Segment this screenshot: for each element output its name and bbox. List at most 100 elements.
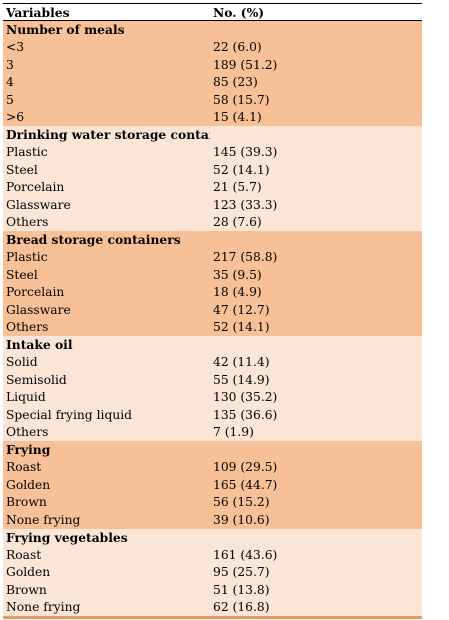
table-row: None frying 39 (10.6) [3, 511, 422, 529]
row-label: Steel [6, 267, 38, 282]
row-value: 165 (44.7) [213, 477, 278, 492]
row-label: 4 [6, 75, 14, 90]
row-value: 135 (36.6) [213, 407, 278, 422]
row-label: Brown [6, 495, 47, 510]
row-label: <3 [6, 40, 25, 55]
table-row: Others 28 (7.6) [3, 214, 422, 232]
row-label: Golden [6, 565, 51, 580]
row-label: Glassware [6, 302, 71, 317]
section-title-row: Bread storage containers [3, 231, 422, 249]
data-table: Variables No. (%) Number of meals <3 22 (6… [3, 3, 422, 619]
table-body: Number of meals <3 22 (6.0) 3 189 (51.2) 4 85 … [3, 21, 422, 616]
row-value: 39 (10.6) [213, 512, 270, 527]
row-value: 56 (15.2) [213, 495, 270, 510]
row-label: Porcelain [6, 285, 65, 300]
row-label: Semisolid [6, 372, 67, 387]
row-label: Brown [6, 582, 47, 597]
section-title: Drinking water storage containers [6, 127, 210, 143]
row-value: 145 (39.3) [213, 145, 278, 160]
table-row: 4 85 (23) [3, 74, 422, 92]
table-row: Glassware 47 (12.7) [3, 301, 422, 319]
table-row: Porcelain 18 (4.9) [3, 284, 422, 302]
table-row: Steel 35 (9.5) [3, 266, 422, 284]
row-label: None frying [6, 600, 81, 615]
row-value: 55 (14.9) [213, 372, 270, 387]
table-row: Porcelain 21 (5.7) [3, 179, 422, 197]
table-row: Golden 165 (44.7) [3, 476, 422, 494]
row-label: Others [6, 215, 49, 230]
row-value: 52 (14.1) [213, 320, 270, 335]
row-label: 5 [6, 92, 14, 107]
row-value: 22 (6.0) [213, 40, 262, 55]
row-value: 51 (13.8) [213, 582, 270, 597]
row-value: 18 (4.9) [213, 285, 262, 300]
row-value: 109 (29.5) [213, 460, 278, 475]
table-section: Number of meals <3 22 (6.0) 3 189 (51.2) 4 85 … [3, 21, 422, 126]
row-label: Roast [6, 460, 42, 475]
section-title-row: Number of meals [3, 21, 422, 39]
row-value: 21 (5.7) [213, 180, 262, 195]
table-row: Brown 56 (15.2) [3, 494, 422, 512]
table-row: 5 58 (15.7) [3, 91, 422, 109]
section-title-row: Drinking water storage containers [3, 126, 422, 144]
table-row: Others 7 (1.9) [3, 424, 422, 442]
table-row: Roast 161 (43.6) [3, 546, 422, 564]
row-label: Roast [6, 547, 42, 562]
row-label: Liquid [6, 390, 46, 405]
row-label: Plastic [6, 250, 48, 265]
header-count-percent: No. (%) [213, 4, 265, 20]
table-section: Drinking water storage containersPlastic… [3, 126, 422, 231]
table-section: Bread storage containers Plastic 217 (58.8… [3, 231, 422, 336]
row-value: 62 (16.8) [213, 600, 270, 615]
table-row: Roast 109 (29.5) [3, 459, 422, 477]
table-row: Liquid 130 (35.2) [3, 389, 422, 407]
table-section: Intake oil Solid 42 (11.4) Semisolid 55 (14.… [3, 336, 422, 441]
header-variables: Variables [6, 4, 70, 20]
row-label: Solid [6, 355, 38, 370]
row-value: 217 (58.8) [213, 250, 278, 265]
table-section: Frying vegetables Roast 161 (43.6) Golden 95… [3, 528, 422, 617]
row-label: None frying [6, 512, 81, 527]
section-title: Number of meals [6, 22, 125, 38]
table-row: Special frying liquid 135 (36.6) [3, 406, 422, 424]
row-value: 161 (43.6) [213, 547, 278, 562]
row-label: Steel [6, 162, 38, 177]
row-label: >6 [6, 110, 25, 125]
table-row: Plastic 145 (39.3) [3, 144, 422, 162]
row-value: 130 (35.2) [213, 390, 278, 405]
table-row: Plastic 217 (58.8) [3, 249, 422, 267]
section-title: Bread storage containers [6, 232, 181, 248]
row-value: 42 (11.4) [213, 355, 270, 370]
row-label: Plastic [6, 145, 48, 160]
row-label: Special frying liquid [6, 407, 133, 422]
row-value: 52 (14.1) [213, 162, 270, 177]
table-row: Brown 51 (13.8) [3, 581, 422, 599]
section-title: Intake oil [6, 337, 73, 353]
section-title-row: Intake oil [3, 336, 422, 354]
table-row: Semisolid 55 (14.9) [3, 371, 422, 389]
row-label: 3 [6, 57, 14, 72]
row-value: 123 (33.3) [213, 197, 278, 212]
table-row: Solid 42 (11.4) [3, 354, 422, 372]
table-row: Others 52 (14.1) [3, 319, 422, 337]
section-title-row: Frying vegetables [3, 529, 422, 547]
row-label: Others [6, 425, 49, 440]
section-title-row: Frying [3, 441, 422, 459]
table-row: None frying 62 (16.8) [3, 599, 422, 617]
row-label: Golden [6, 477, 51, 492]
row-label: Porcelain [6, 180, 65, 195]
row-value: 85 (23) [213, 75, 258, 90]
table-row: <3 22 (6.0) [3, 39, 422, 57]
row-value: 189 (51.2) [213, 57, 278, 72]
row-label: Others [6, 320, 49, 335]
table-header: Variables No. (%) [3, 4, 422, 21]
table-row: >6 15 (4.1) [3, 109, 422, 127]
table-section: Frying Roast 109 (29.5) Golden 165 (44.7) Bro… [3, 441, 422, 529]
table-row: Steel 52 (14.1) [3, 161, 422, 179]
table-row: Golden 95 (25.7) [3, 564, 422, 582]
row-label: Glassware [6, 197, 71, 212]
section-title: Frying vegetables [6, 529, 128, 545]
row-value: 35 (9.5) [213, 267, 262, 282]
row-value: 58 (15.7) [213, 92, 270, 107]
row-value: 95 (25.7) [213, 565, 270, 580]
